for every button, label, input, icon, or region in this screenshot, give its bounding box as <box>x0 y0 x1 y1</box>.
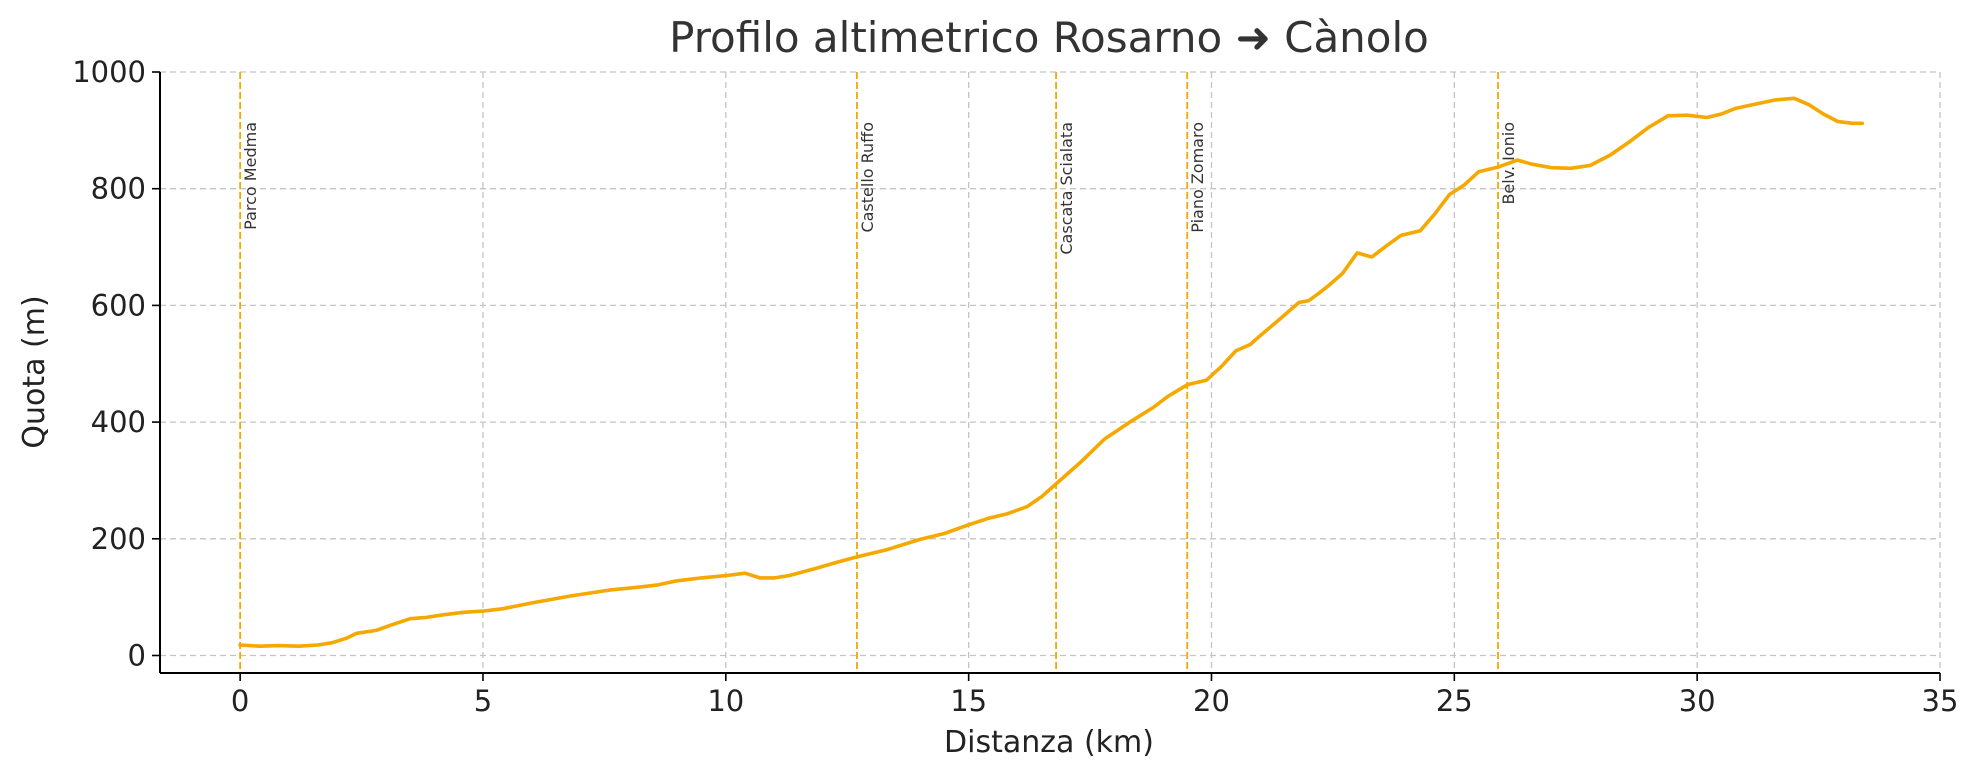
x-tick-label: 20 <box>1193 684 1230 718</box>
poi-label: Castello Ruffo <box>858 122 877 233</box>
x-tick-label: 25 <box>1436 684 1473 718</box>
x-tick-label: 30 <box>1679 684 1716 718</box>
y-tick-label: 600 <box>91 288 146 322</box>
y-tick-label: 800 <box>91 172 146 206</box>
y-tick-label: 1000 <box>72 55 146 89</box>
poi-markers: Parco Medma Castello Ruffo Cascata Scialat… <box>239 72 1518 673</box>
poi-label: Piano Zomaro <box>1188 122 1207 233</box>
y-tick-label: 400 <box>91 405 146 439</box>
y-tick-label: 200 <box>91 522 146 556</box>
x-tick-label: 10 <box>707 684 744 718</box>
y-tick-label: 0 <box>128 638 146 672</box>
x-tick-label: 15 <box>950 684 987 718</box>
elevation-line <box>238 96 1865 648</box>
x-tick-label: 35 <box>1922 684 1959 718</box>
y-axis-title: Quota (m) <box>17 295 52 448</box>
x-axis-title: Distanza (km) <box>944 725 1154 760</box>
tick-labels: 0 5 10 15 20 25 30 35 0 200 400 600 800 1000 <box>72 55 1958 718</box>
poi-label: Cascata Scialata <box>1057 122 1076 255</box>
axes <box>159 72 1940 674</box>
poi-label: Parco Medma <box>241 122 260 230</box>
x-tick-label: 5 <box>474 684 492 718</box>
x-tick-label: 0 <box>231 684 249 718</box>
chart-title: Profilo altimetrico Rosarno ➜ Cànolo <box>669 13 1429 62</box>
grid <box>160 71 1941 673</box>
